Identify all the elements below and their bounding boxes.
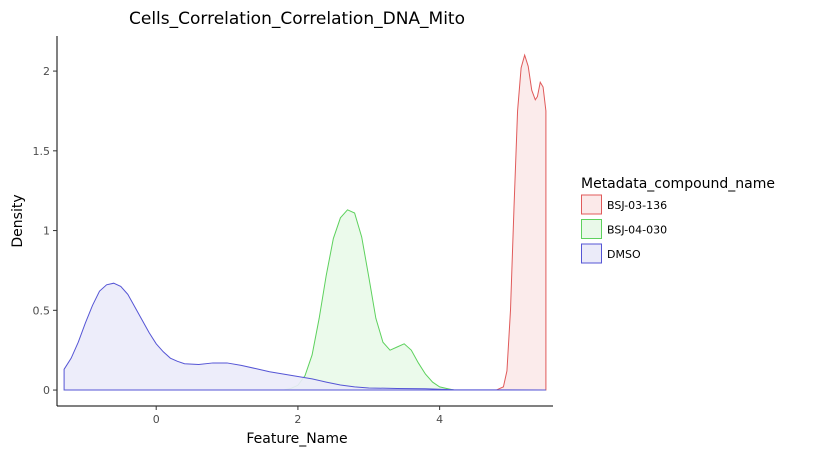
legend-label-bsj-04-030: BSJ-04-030 bbox=[607, 224, 667, 237]
legend-label-dmso: DMSO bbox=[607, 248, 641, 261]
x-tick-label: 4 bbox=[436, 413, 443, 426]
x-tick-label: 2 bbox=[294, 413, 301, 426]
y-tick-label: 0.5 bbox=[33, 304, 51, 317]
x-axis-title: Feature_Name bbox=[246, 431, 347, 447]
chart-title: Cells_Correlation_Correlation_DNA_Mito bbox=[129, 9, 465, 29]
x-ticks: 0 2 4 bbox=[153, 406, 443, 426]
legend-label-bsj-03-136: BSJ-03-136 bbox=[607, 199, 667, 212]
y-tick-label: 2 bbox=[43, 65, 50, 78]
legend-swatch-dmso bbox=[581, 243, 602, 264]
y-ticks: 0 0.5 1 1.5 2 bbox=[33, 65, 57, 397]
y-tick-label: 1 bbox=[43, 225, 50, 238]
density-area-dmso bbox=[63, 282, 546, 391]
density-area-bsj-03-136 bbox=[64, 53, 547, 391]
legend-swatch-bsj-03-136 bbox=[581, 194, 602, 215]
legend-title: Metadata_compound_name bbox=[581, 176, 775, 192]
y-tick-label: 1.5 bbox=[33, 145, 51, 158]
density-area-bsj-04-030 bbox=[64, 209, 546, 391]
legend-swatch-bsj-04-030 bbox=[581, 219, 602, 239]
legend: Metadata_compound_name BSJ-03-136 BSJ-04-… bbox=[581, 176, 775, 264]
y-axis-title: Density bbox=[10, 194, 26, 247]
plot-areas bbox=[63, 53, 547, 391]
y-tick-label: 0 bbox=[43, 384, 50, 397]
x-tick-label: 0 bbox=[153, 413, 160, 426]
